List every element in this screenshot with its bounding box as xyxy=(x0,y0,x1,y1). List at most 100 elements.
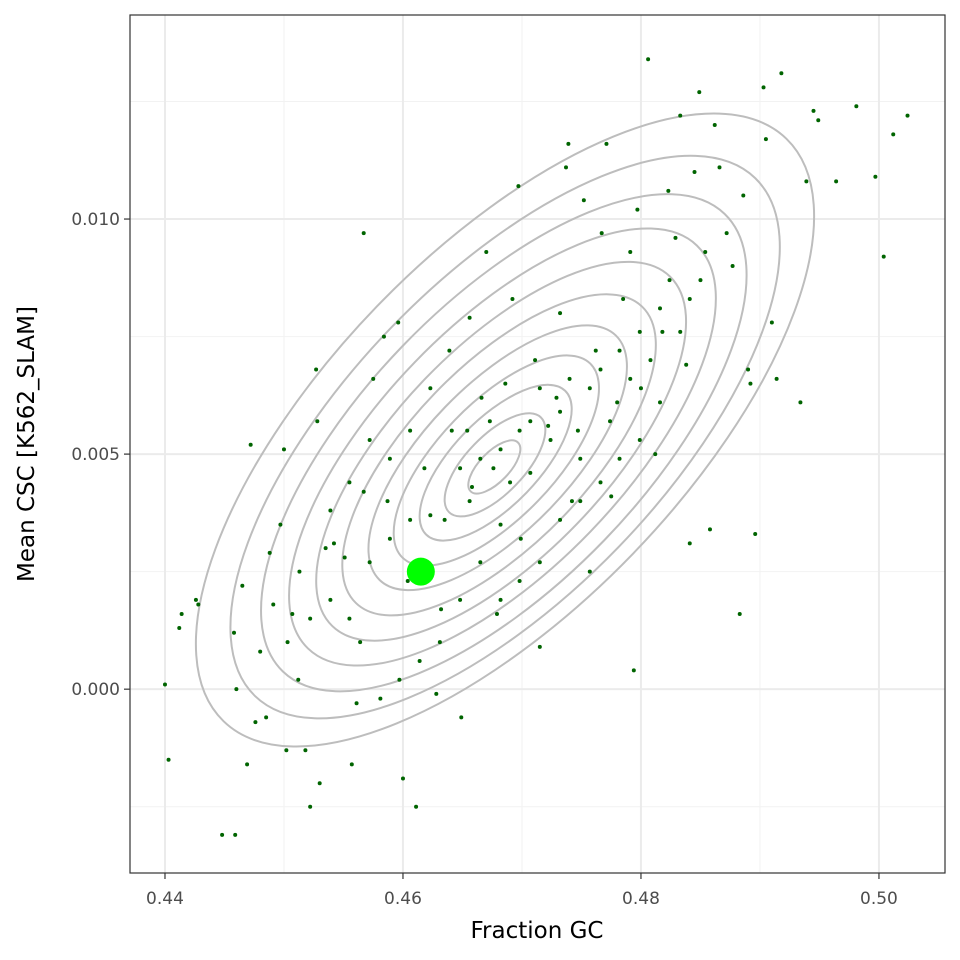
point xyxy=(517,579,522,584)
point xyxy=(567,376,572,381)
point xyxy=(234,687,239,692)
point xyxy=(658,400,663,405)
point xyxy=(405,579,410,584)
point xyxy=(193,597,198,602)
point xyxy=(328,508,333,513)
point xyxy=(637,329,642,334)
points xyxy=(162,57,910,837)
point xyxy=(479,395,484,400)
point xyxy=(746,367,751,372)
point xyxy=(741,193,746,198)
x-tick-label: 0.50 xyxy=(860,889,898,909)
point xyxy=(575,428,580,433)
point xyxy=(494,611,499,616)
x-tick-label: 0.46 xyxy=(384,889,422,909)
point xyxy=(422,466,427,471)
point xyxy=(615,400,620,405)
point xyxy=(811,108,816,113)
point xyxy=(891,132,896,137)
point xyxy=(467,499,472,504)
point xyxy=(264,715,269,720)
point xyxy=(220,832,225,837)
point xyxy=(712,123,717,128)
point xyxy=(593,348,598,353)
point xyxy=(428,513,433,518)
point xyxy=(285,640,290,645)
point xyxy=(458,597,463,602)
point xyxy=(177,626,182,631)
point xyxy=(648,358,653,363)
contour xyxy=(315,260,688,642)
point xyxy=(232,630,237,635)
point xyxy=(408,517,413,522)
point xyxy=(546,423,551,428)
point xyxy=(684,362,689,367)
point xyxy=(281,447,286,452)
point xyxy=(498,597,503,602)
point xyxy=(400,776,405,781)
point xyxy=(271,602,276,607)
point xyxy=(569,499,574,504)
point xyxy=(498,447,503,452)
point xyxy=(487,419,492,424)
point xyxy=(437,640,442,645)
point xyxy=(528,419,533,424)
point xyxy=(465,428,470,433)
point xyxy=(587,386,592,391)
point xyxy=(637,438,642,443)
point xyxy=(361,489,366,494)
point xyxy=(703,249,708,254)
point xyxy=(834,179,839,184)
point xyxy=(660,329,665,334)
point xyxy=(166,757,171,762)
point xyxy=(537,644,542,649)
point xyxy=(342,555,347,560)
point xyxy=(608,419,613,424)
point xyxy=(358,640,363,645)
point xyxy=(774,376,779,381)
point xyxy=(459,715,464,720)
point xyxy=(245,762,250,767)
point xyxy=(297,569,302,574)
point xyxy=(196,602,201,607)
point xyxy=(516,184,521,189)
point xyxy=(587,569,592,574)
point xyxy=(638,386,643,391)
point xyxy=(478,560,483,565)
point xyxy=(478,456,483,461)
point xyxy=(563,165,568,170)
point xyxy=(498,522,503,527)
point xyxy=(491,466,496,471)
point xyxy=(558,517,563,522)
point xyxy=(678,329,683,334)
y-tick-label: 0.000 xyxy=(71,680,120,700)
point xyxy=(414,804,419,809)
point xyxy=(484,249,489,254)
point xyxy=(707,527,712,532)
point xyxy=(439,607,444,612)
point xyxy=(434,691,439,696)
point xyxy=(458,466,463,471)
point xyxy=(631,668,636,673)
point xyxy=(621,296,626,301)
point xyxy=(653,452,658,457)
point xyxy=(609,494,614,499)
contour xyxy=(341,293,657,617)
point xyxy=(315,419,320,424)
panel-border xyxy=(129,14,946,874)
point xyxy=(517,428,522,433)
point xyxy=(323,546,328,551)
contour xyxy=(367,324,628,592)
contour xyxy=(288,227,717,667)
point xyxy=(692,170,697,175)
point xyxy=(697,90,702,95)
point xyxy=(469,485,474,490)
point xyxy=(687,541,692,546)
point xyxy=(162,682,167,687)
point xyxy=(467,315,472,320)
contour xyxy=(194,112,816,748)
point xyxy=(378,696,383,701)
point xyxy=(678,113,683,118)
point xyxy=(308,804,313,809)
